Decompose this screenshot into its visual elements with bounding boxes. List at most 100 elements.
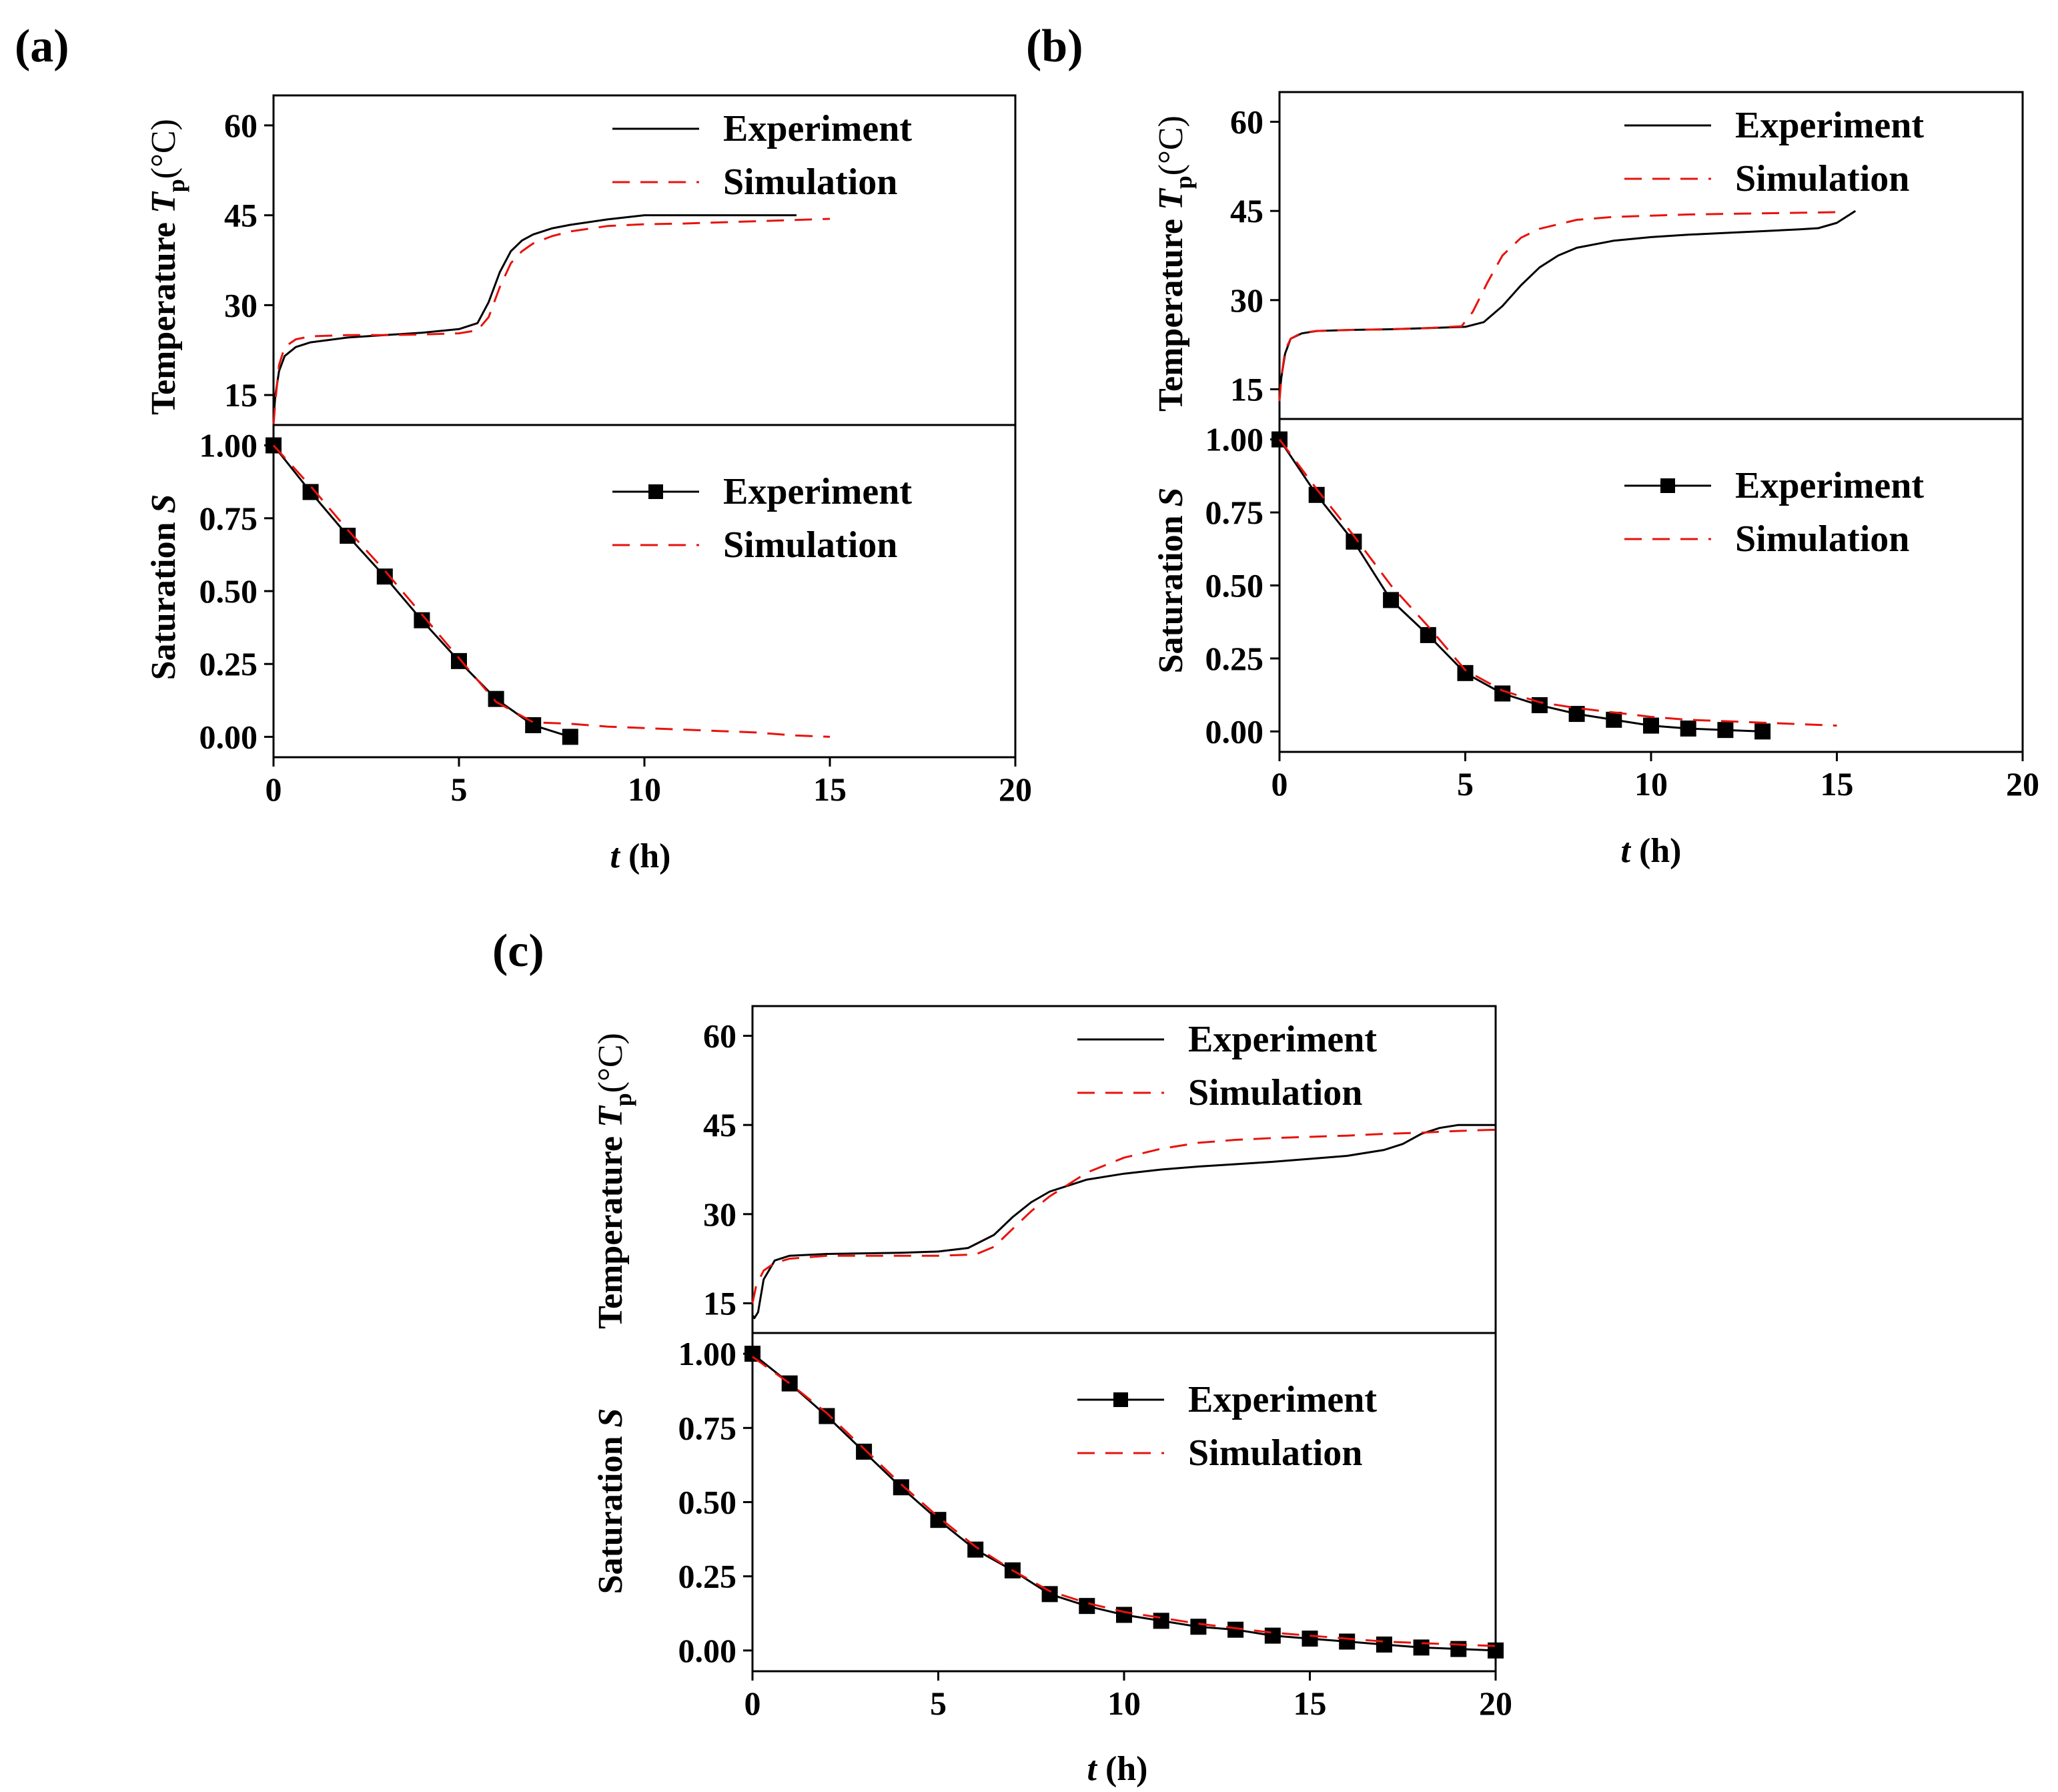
svg-text:Saturation S: Saturation S	[1152, 488, 1190, 674]
ylabel-sat-prefix: Saturation	[145, 514, 183, 681]
y-tick-label: 0.00	[199, 718, 258, 755]
ylabel-sat-symbol: S	[1152, 488, 1190, 507]
experiment-marker	[1413, 1639, 1430, 1656]
experiment-marker	[1606, 711, 1622, 728]
y-tick-label: 30	[224, 286, 258, 324]
y-tick-label: 0.75	[199, 500, 258, 537]
svg-text:Temperature Tp(°C): Temperature Tp(°C)	[145, 119, 189, 415]
legend-label: Experiment	[1735, 105, 1924, 146]
legend: Experiment Simulation	[1624, 105, 1924, 199]
ylabel-temp-sub: p	[1170, 175, 1197, 189]
simulation-line	[751, 1128, 1496, 1304]
experiment-marker	[1079, 1598, 1095, 1615]
saturation-ylabel: Saturation S	[1152, 488, 1190, 674]
y-tick-label: 30	[703, 1196, 736, 1233]
panel-c: (c) 15 30 45 60 Experiment Simulation 0.00 0.2…	[492, 925, 1512, 1788]
x-tick-label: 10	[1107, 1685, 1141, 1722]
x-tick-label: 0	[266, 771, 282, 808]
legend-label: Simulation	[723, 524, 897, 566]
legend-label: Simulation	[1735, 518, 1909, 560]
xlabel-unit: (h)	[620, 837, 671, 875]
experiment-line	[1278, 209, 1857, 396]
legend: Experiment Simulation	[1077, 1019, 1377, 1113]
legend-label: Simulation	[1188, 1432, 1362, 1474]
x-axis-label: t (h)	[1620, 832, 1681, 870]
y-tick-label: 0.50	[1205, 567, 1264, 604]
legend-marker	[1660, 478, 1675, 493]
x-tick-label: 10	[628, 771, 661, 808]
x-tick-label: 5	[451, 771, 468, 808]
experiment-marker	[1376, 1636, 1392, 1653]
y-tick-label: 15	[703, 1284, 736, 1322]
temperature-plot: 15 30 45 60 Experiment Simulation	[1230, 91, 2024, 420]
experiment-marker	[1643, 717, 1659, 734]
panel-label: (b)	[1026, 21, 1083, 72]
experiment-marker	[1754, 723, 1771, 740]
saturation-plot: 0.00 0.25 0.50 0.75 1.00 0 5 10 15 20 Experiment Si…	[199, 424, 1032, 808]
y-tick-label: 0.00	[1205, 713, 1264, 750]
x-tick-label: 0	[744, 1685, 761, 1722]
y-tick-label: 0.00	[678, 1632, 737, 1669]
temperature-ylabel: Temperature Tp(°C)	[1152, 115, 1197, 412]
legend: Experiment Simulation	[1624, 465, 1924, 560]
xlabel-italic: t	[1087, 1750, 1097, 1788]
svg-text:Temperature Tp(°C): Temperature Tp(°C)	[592, 1033, 636, 1329]
legend-label: Experiment	[723, 471, 912, 512]
x-tick-label: 5	[1457, 765, 1474, 803]
experiment-marker	[562, 729, 578, 745]
svg-text:Saturation S: Saturation S	[145, 494, 183, 681]
experiment-marker	[451, 652, 467, 669]
y-tick-label: 30	[1230, 282, 1263, 319]
legend-marker	[1113, 1392, 1128, 1407]
y-tick-label: 1.00	[199, 427, 258, 464]
ylabel-temp-symbol: T	[145, 191, 183, 213]
x-tick-label: 5	[930, 1685, 947, 1722]
y-tick-label: 0.25	[1205, 640, 1264, 677]
y-tick-label: 0.75	[678, 1409, 737, 1446]
experiment-marker	[1383, 592, 1400, 608]
x-tick-label: 20	[2006, 765, 2039, 803]
panel-a: (a) 15 30 45 60 Experiment Simulation 0.00 0.2…	[15, 21, 1032, 875]
x-tick-label: 10	[1634, 765, 1668, 803]
ylabel-temp-sub: p	[163, 179, 189, 192]
legend-label: Simulation	[1735, 158, 1909, 199]
y-tick-label: 45	[703, 1106, 736, 1144]
saturation-plot: 0.00 0.25 0.50 0.75 1.00 0 5 10 15 20 Experiment Si…	[1205, 418, 2039, 803]
panel-label: (a)	[15, 21, 69, 72]
experiment-marker	[1116, 1607, 1132, 1623]
y-tick-label: 60	[1230, 103, 1263, 141]
x-tick-label: 20	[1479, 1685, 1512, 1722]
ylabel-sat-symbol: S	[145, 494, 183, 514]
y-tick-label: 0.25	[678, 1558, 737, 1595]
legend-label: Experiment	[1735, 465, 1924, 506]
legend: Experiment Simulation	[1077, 1379, 1377, 1474]
experiment-line	[751, 1124, 1496, 1320]
ylabel-temp-prefix: Temperature	[1152, 210, 1190, 412]
experiment-marker	[781, 1375, 798, 1392]
experiment-marker	[1680, 720, 1696, 737]
y-tick-label: 45	[224, 197, 258, 234]
legend-marker	[648, 484, 663, 499]
panel-label: (c)	[492, 925, 544, 977]
legend-label: Simulation	[1188, 1072, 1362, 1113]
ylabel-temp-prefix: Temperature	[592, 1128, 630, 1329]
experiment-marker	[856, 1443, 873, 1460]
ylabel-temp-prefix: Temperature	[145, 213, 183, 415]
experiment-marker	[744, 1346, 760, 1362]
xlabel-unit: (h)	[1097, 1750, 1148, 1788]
x-tick-label: 15	[1821, 765, 1854, 803]
y-tick-label: 15	[224, 376, 258, 414]
legend-label: Experiment	[1188, 1019, 1377, 1060]
experiment-marker	[930, 1512, 947, 1528]
y-tick-label: 0.50	[199, 572, 258, 610]
legend-label: Experiment	[723, 108, 912, 149]
saturation-ylabel: Saturation S	[592, 1408, 630, 1595]
svg-text:Temperature Tp(°C): Temperature Tp(°C)	[1152, 115, 1197, 412]
temperature-ylabel: Temperature Tp(°C)	[145, 119, 189, 415]
simulation-line	[1278, 438, 1837, 727]
experiment-marker	[1302, 1631, 1318, 1647]
ylabel-temp-unit: (°C)	[1152, 115, 1190, 175]
simulation-line	[1278, 211, 1837, 402]
xlabel-italic: t	[1620, 832, 1631, 870]
